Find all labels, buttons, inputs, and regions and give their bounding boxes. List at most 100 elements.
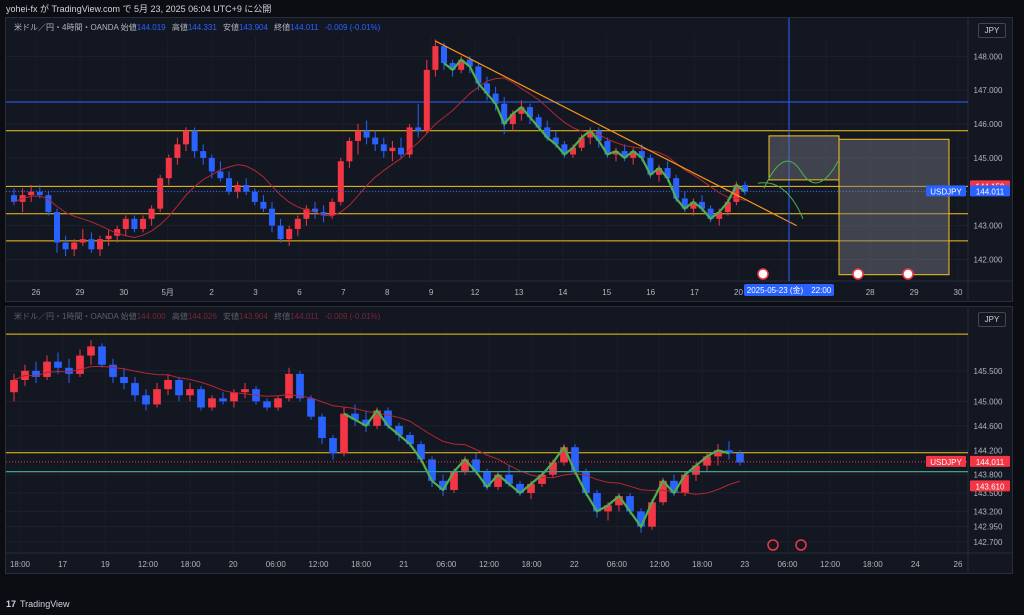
price-badge-ma-bg: [970, 480, 1010, 492]
currency-unit-button[interactable]: JPY: [978, 23, 1006, 38]
candle-body: [492, 93, 499, 104]
time-tick-label: 06:00: [607, 560, 628, 569]
trendline: [435, 40, 797, 227]
candle-body: [736, 453, 744, 463]
candle-body: [65, 367, 73, 374]
candle-body: [638, 151, 645, 158]
candle-body: [655, 168, 663, 175]
candle-body: [397, 147, 405, 155]
projection-box-lower: [838, 138, 950, 276]
chart-canvas-4h[interactable]: 148.000147.000146.000145.000144.000143.0…: [6, 18, 1012, 301]
replay-icon: [767, 539, 779, 551]
candle-body: [725, 450, 733, 454]
candle-body: [251, 191, 258, 202]
time-tick-label: 22: [570, 560, 579, 569]
candle-body: [105, 235, 112, 240]
candle-body: [395, 425, 403, 435]
legend-open-label: 始値: [120, 312, 137, 321]
footer: 17 TradingView: [0, 595, 1024, 615]
time-tick-label: 18:00: [10, 560, 31, 569]
candle-body: [466, 59, 473, 67]
tradingview-logo[interactable]: 17 TradingView: [6, 599, 70, 609]
legend-high-label: 高値: [171, 23, 188, 32]
candle-body: [10, 380, 18, 393]
candle-body: [62, 242, 69, 250]
candle-body: [494, 474, 502, 487]
price-badge-last-bg: [970, 185, 1010, 197]
time-tick-label: 28: [866, 288, 875, 297]
candle-body: [43, 361, 51, 377]
candle-body: [587, 130, 594, 138]
candle-body: [673, 178, 680, 199]
time-tick-label: 17: [690, 288, 699, 297]
candle-body: [131, 218, 138, 229]
event-icon: [757, 268, 769, 280]
candle-body: [544, 127, 551, 138]
candle-body: [535, 117, 542, 128]
candle-body: [509, 113, 516, 125]
legend-open-label: 始値: [120, 23, 137, 32]
time-tick-label: 20: [734, 288, 743, 297]
candle-body: [716, 212, 723, 219]
legend-change: -0.009 (-0.01%): [324, 23, 381, 32]
legend-low: 143.904: [239, 23, 268, 32]
candle-body: [714, 450, 722, 457]
candle-body: [234, 184, 241, 192]
chart-pane-4h[interactable]: 148.000147.000146.000145.000144.000143.0…: [5, 17, 1013, 302]
candle-body: [406, 127, 413, 155]
candle-body: [630, 151, 637, 158]
currency-unit-button[interactable]: JPY: [978, 312, 1006, 327]
elliott-wave-path: [343, 408, 730, 529]
candle-body: [571, 447, 579, 472]
candle-body: [164, 380, 172, 390]
candle-body: [329, 201, 336, 216]
candle-body: [28, 191, 35, 196]
time-tick-label: 06:00: [777, 560, 798, 569]
candle-body: [428, 459, 436, 481]
candle-body: [475, 66, 482, 84]
candle-body: [277, 225, 284, 240]
candle-body: [148, 208, 155, 219]
candle-body: [351, 413, 359, 420]
candle-body: [153, 389, 161, 405]
price-badge-last-bg: [970, 455, 1010, 467]
price-tick-label: 148.000: [974, 52, 1003, 61]
candle-body: [604, 505, 612, 512]
time-tick-label: 06:00: [266, 560, 287, 569]
candle-body: [191, 130, 198, 152]
price-badge-last: 144.011: [976, 187, 1005, 196]
price-tick-label: 143.000: [974, 222, 1003, 231]
legend-low-label: 安値: [223, 312, 240, 321]
time-tick-label: 06:00: [436, 560, 457, 569]
time-tick-label: 13: [514, 288, 523, 297]
candle-body: [114, 228, 121, 236]
candle-body: [307, 398, 315, 417]
candle-body: [582, 471, 590, 494]
legend-4h: 米ドル／円・4時間・OANDA 始値144.019 高値144.331 安値14…: [14, 22, 384, 33]
price-tick-label: 145.000: [974, 397, 1003, 406]
time-tick-label: 30: [119, 288, 128, 297]
candle-body: [217, 171, 224, 179]
legend-1h: 米ドル／円・1時間・OANDA 始値144.000 高値144.026 安値14…: [14, 311, 384, 322]
time-tick-label: 6: [297, 288, 302, 297]
chart-canvas-1h[interactable]: 145.500 145.000 144.600 144.200 143.800 143.5…: [6, 307, 1012, 573]
candle-body: [45, 195, 52, 213]
chart-pane-1h[interactable]: 145.500 145.000 144.600 144.200 143.800 143.5…: [5, 306, 1013, 574]
candle-body: [380, 144, 387, 152]
candle-body: [286, 228, 293, 240]
candle-body: [461, 459, 469, 472]
time-tick-label: 16: [646, 288, 655, 297]
candle-body: [569, 147, 577, 155]
candle-body: [142, 395, 150, 405]
price-tick-label: 143.800: [974, 471, 1003, 480]
candle-body: [647, 157, 654, 175]
time-tick-label: 12:00: [650, 560, 671, 569]
legend-high: 144.331: [187, 23, 217, 32]
price-tick-label: 144.200: [974, 446, 1003, 455]
candle-body: [175, 380, 183, 396]
candle-body: [200, 151, 207, 158]
legend-open: 144.019: [136, 23, 166, 32]
time-tick-label: 23: [740, 560, 749, 569]
candle-body: [698, 201, 706, 209]
legend-symbol: 米ドル／円・1時間・OANDA: [14, 312, 119, 321]
